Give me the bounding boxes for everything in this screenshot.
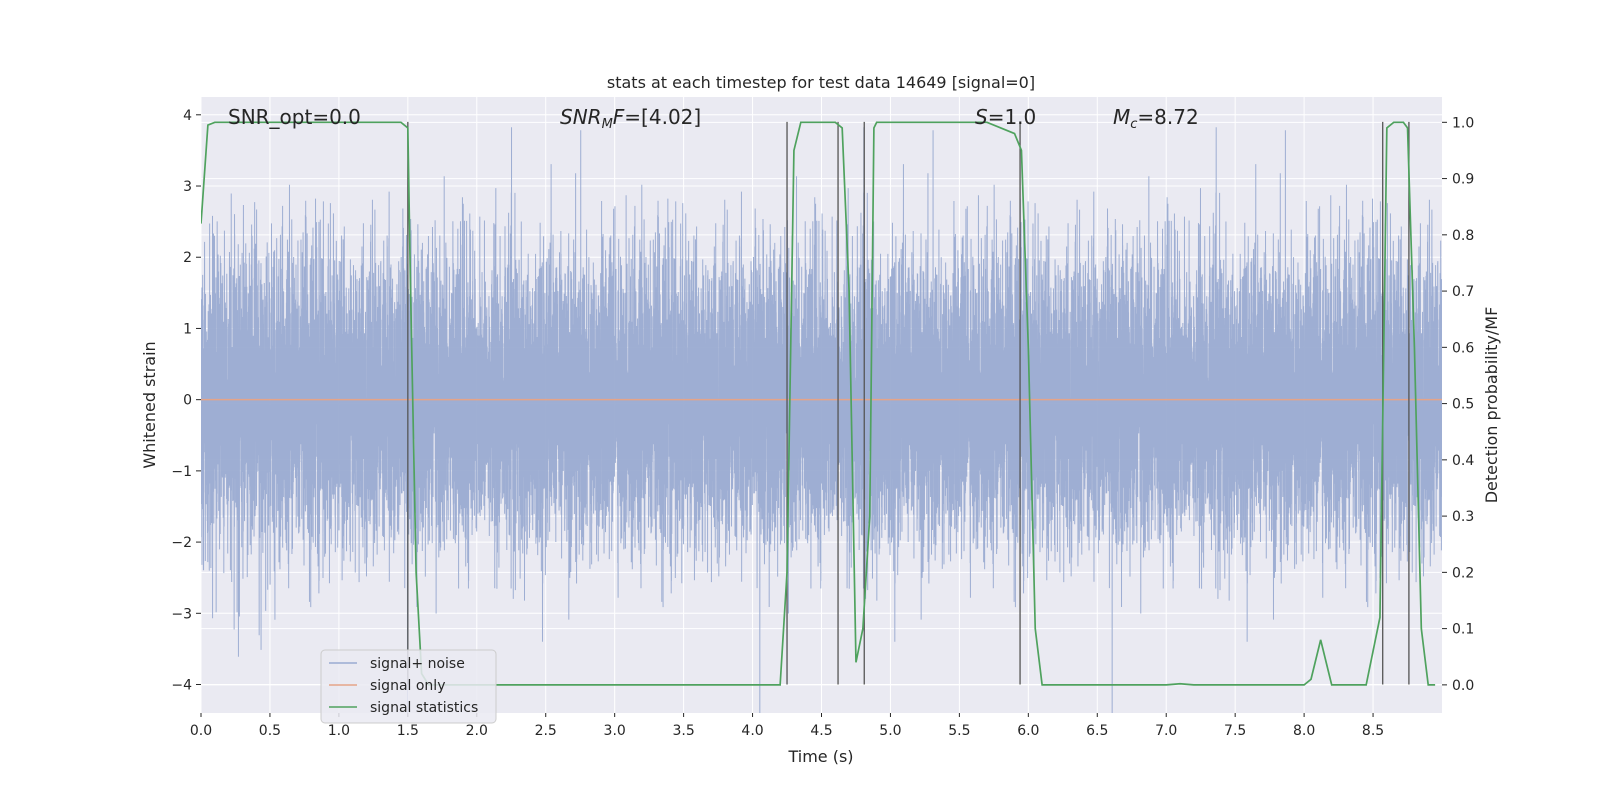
annotation-mc: Mc=8.72: [1113, 105, 1199, 132]
y-tick-label: 3: [183, 179, 192, 195]
x-axis-label: Time (s): [787, 747, 853, 766]
x-tick-label: 4.0: [741, 723, 763, 739]
y-tick-label: −4: [171, 678, 192, 694]
y2-axis-label: Detection probability/MF: [1482, 307, 1501, 504]
y2-axis-ticks: 0.0 0.1 0.2 0.3 0.4 0.5 0.6 0.7 0.8 0.9 1.0: [1442, 115, 1474, 694]
annotations: SNR_opt=0.0 SNRMF=[4.02] S=1.0 Mc=8.72: [228, 105, 1199, 132]
annotation-s: S=1.0: [975, 105, 1036, 129]
y-tick-label: 4: [183, 108, 192, 124]
x-tick-label: 5.0: [879, 723, 901, 739]
annotation-snr-opt: SNR_opt=0.0: [228, 105, 361, 129]
x-tick-label: 1.0: [328, 723, 350, 739]
y2-tick-label: 0.0: [1452, 678, 1474, 694]
x-tick-label: 8.5: [1362, 723, 1384, 739]
s-value: =1.0: [988, 105, 1037, 129]
y2-tick-label: 0.3: [1452, 509, 1474, 525]
x-tick-label: 7.0: [1155, 723, 1177, 739]
legend-label-signal: signal only: [370, 678, 445, 694]
mc-symbol: M: [1113, 105, 1130, 129]
x-tick-label: 3.0: [604, 723, 626, 739]
chart-title: stats at each timestep for test data 146…: [607, 73, 1035, 92]
y-tick-label: 0: [183, 393, 192, 409]
snr-mf-subscript: M: [602, 117, 613, 132]
x-tick-label: 2.5: [535, 723, 557, 739]
y2-tick-label: 0.5: [1452, 397, 1474, 413]
y-tick-label: 2: [183, 250, 192, 266]
y2-tick-label: 0.6: [1452, 340, 1474, 356]
snr-mf-value: =[4.02]: [624, 105, 701, 129]
x-tick-label: 0.0: [190, 723, 212, 739]
y2-tick-label: 0.2: [1452, 565, 1474, 581]
y-axis-ticks: −4 −3 −2 −1 0 1 2 3 4: [171, 108, 201, 694]
marker-lines: [407, 121, 1410, 685]
y-tick-label: 1: [183, 321, 192, 337]
x-tick-label: 1.5: [397, 723, 419, 739]
x-tick-label: 0.5: [259, 723, 281, 739]
y2-tick-label: 0.7: [1452, 284, 1474, 300]
legend-box: [320, 649, 497, 724]
y2-tick-label: 0.4: [1452, 453, 1474, 469]
x-axis-ticks: 0.0 0.5 1.0 1.5 2.0 2.5 3.0 3.5 4.0 4.5 5.0 5.5 6.0 6…: [190, 713, 1384, 739]
y2-tick-label: 1.0: [1452, 115, 1474, 131]
legend-label-statistic: signal statistics: [370, 700, 478, 716]
snr-mf-symbol: SNR: [560, 105, 602, 129]
snr-mf-symbol-2: F: [613, 105, 625, 129]
x-tick-label: 5.5: [948, 723, 970, 739]
x-tick-label: 8.0: [1293, 723, 1315, 739]
y2-tick-label: 0.9: [1452, 172, 1474, 188]
annotation-snr-mf: SNRMF=[4.02]: [560, 105, 701, 132]
legend: signal+ noise signal only signal statist…: [320, 649, 497, 724]
y2-tick-label: 0.8: [1452, 228, 1474, 244]
x-tick-label: 6.5: [1086, 723, 1108, 739]
x-tick-label: 6.0: [1017, 723, 1039, 739]
x-tick-label: 2.0: [466, 723, 488, 739]
legend-label-noise: signal+ noise: [370, 656, 465, 672]
mc-subscript: c: [1130, 117, 1137, 132]
x-tick-label: 4.5: [810, 723, 832, 739]
x-tick-label: 3.5: [672, 723, 694, 739]
y-tick-label: −2: [171, 535, 192, 551]
y-tick-label: −3: [171, 606, 192, 622]
y-tick-label: −1: [171, 464, 192, 480]
x-tick-label: 7.5: [1224, 723, 1246, 739]
mc-value: =8.72: [1137, 105, 1198, 129]
y2-tick-label: 0.1: [1452, 622, 1474, 638]
y-axis-label: Whitened strain: [140, 341, 159, 468]
s-symbol: S: [975, 105, 988, 129]
